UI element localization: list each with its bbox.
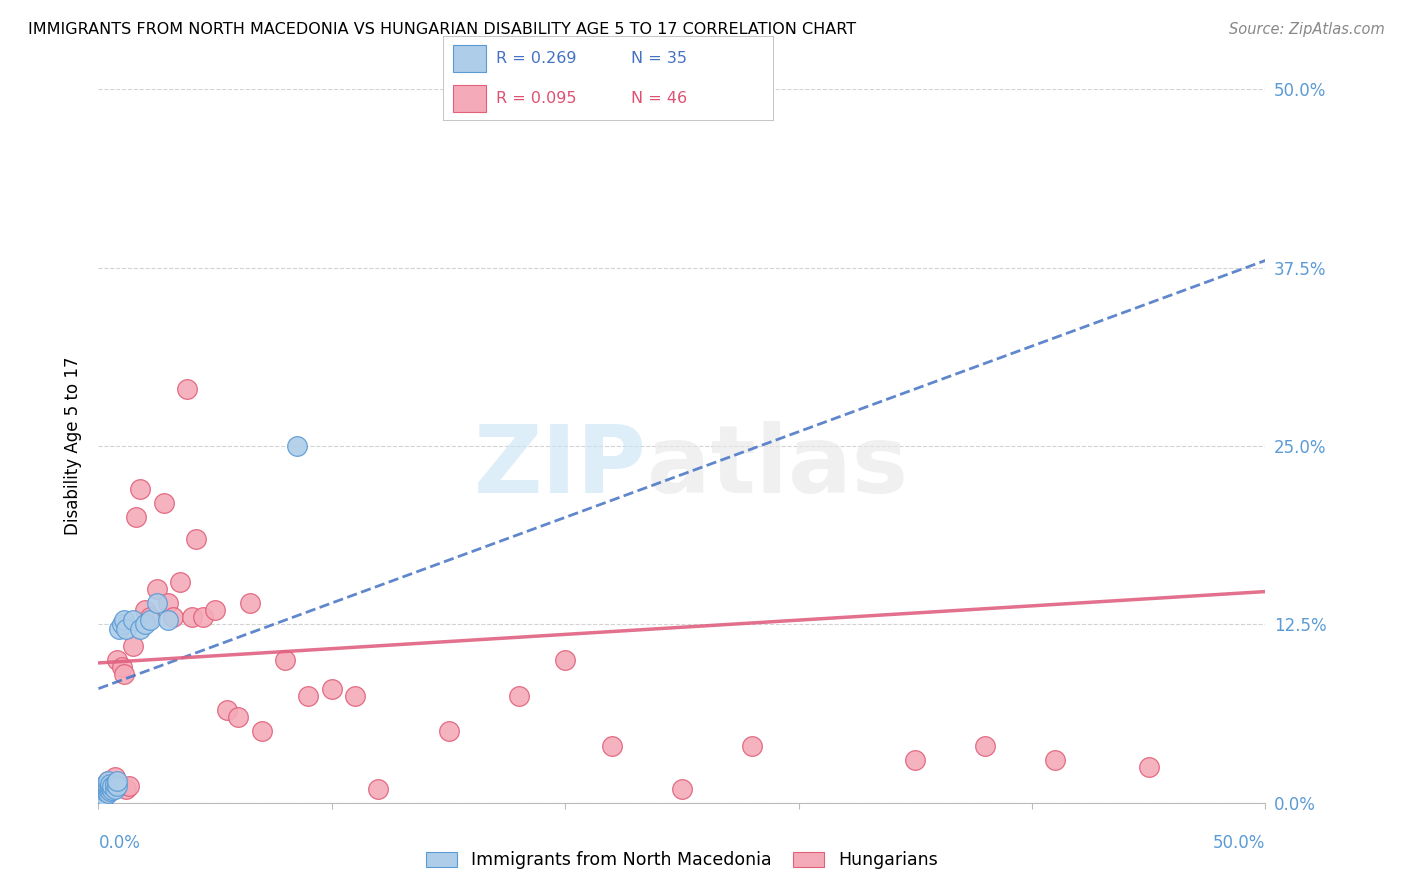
Point [139, 613, 162, 627]
Point [101, 783, 124, 797]
Point [97, 781, 120, 796]
Point [91, 779, 114, 793]
Point [97, 774, 120, 789]
Point [98, 781, 121, 796]
Point [741, 739, 763, 753]
Point [94, 784, 117, 798]
Point [671, 781, 693, 796]
Point [122, 639, 145, 653]
Point [115, 622, 138, 636]
Text: ZIP: ZIP [474, 421, 647, 514]
Text: 50.0%: 50.0% [1213, 834, 1265, 852]
Point [228, 710, 250, 724]
Point [600, 739, 623, 753]
Point [90, 789, 112, 803]
Point [274, 653, 297, 667]
Bar [453, 45, 486, 72]
Point [904, 753, 927, 767]
Point [134, 617, 156, 632]
Point [974, 739, 997, 753]
Point [152, 496, 174, 510]
Point [146, 582, 169, 596]
Point [98, 784, 121, 798]
Point [108, 622, 131, 636]
Text: R = 0.269: R = 0.269 [496, 51, 576, 66]
Point [169, 574, 191, 589]
Point [344, 689, 367, 703]
Text: atlas: atlas [647, 421, 908, 514]
Point [139, 610, 162, 624]
Point [250, 724, 273, 739]
Point [91, 789, 114, 803]
Point [112, 613, 135, 627]
Point [112, 667, 135, 681]
Point [101, 779, 124, 793]
Point [105, 774, 128, 789]
Point [215, 703, 238, 717]
Point [111, 617, 134, 632]
Point [94, 789, 117, 803]
Point [367, 781, 389, 796]
Point [94, 781, 117, 796]
Point [91, 784, 114, 798]
Bar [453, 85, 486, 112]
Point [104, 777, 127, 791]
Point [118, 779, 141, 793]
Point [104, 781, 127, 796]
Point [1045, 753, 1067, 767]
Point [157, 596, 180, 610]
Point [125, 510, 148, 524]
Point [297, 689, 319, 703]
Point [98, 780, 121, 794]
Point [129, 482, 152, 496]
Point [554, 653, 576, 667]
Point [437, 724, 460, 739]
Point [97, 774, 120, 789]
Point [146, 596, 169, 610]
Point [104, 770, 127, 784]
Point [94, 779, 117, 793]
Point [91, 781, 114, 796]
Point [98, 777, 121, 791]
Point [204, 603, 226, 617]
Point [105, 779, 128, 793]
Text: 0.0%: 0.0% [98, 834, 141, 852]
Point [90, 781, 112, 796]
Point [508, 689, 530, 703]
Point [90, 784, 112, 798]
Point [180, 610, 202, 624]
Point [193, 610, 215, 624]
Point [134, 603, 156, 617]
Text: N = 46: N = 46 [631, 91, 688, 106]
Point [108, 779, 131, 793]
Point [176, 382, 198, 396]
Point [285, 439, 308, 453]
Point [105, 653, 128, 667]
Point [111, 660, 134, 674]
Text: R = 0.095: R = 0.095 [496, 91, 576, 106]
Point [1137, 760, 1160, 774]
Point [91, 781, 114, 796]
Point [157, 613, 180, 627]
Point [239, 596, 262, 610]
Point [97, 779, 120, 793]
Text: IMMIGRANTS FROM NORTH MACEDONIA VS HUNGARIAN DISABILITY AGE 5 TO 17 CORRELATION : IMMIGRANTS FROM NORTH MACEDONIA VS HUNGA… [28, 22, 856, 37]
Point [162, 610, 184, 624]
Legend: Immigrants from North Macedonia, Hungarians: Immigrants from North Macedonia, Hungari… [419, 845, 945, 876]
Text: N = 35: N = 35 [631, 51, 688, 66]
Point [186, 532, 208, 546]
Point [122, 613, 145, 627]
Text: Source: ZipAtlas.com: Source: ZipAtlas.com [1229, 22, 1385, 37]
Point [321, 681, 343, 696]
Point [97, 786, 120, 800]
Point [94, 779, 117, 793]
Point [101, 779, 124, 793]
Point [115, 781, 138, 796]
Point [129, 622, 152, 636]
Y-axis label: Disability Age 5 to 17: Disability Age 5 to 17 [65, 357, 83, 535]
